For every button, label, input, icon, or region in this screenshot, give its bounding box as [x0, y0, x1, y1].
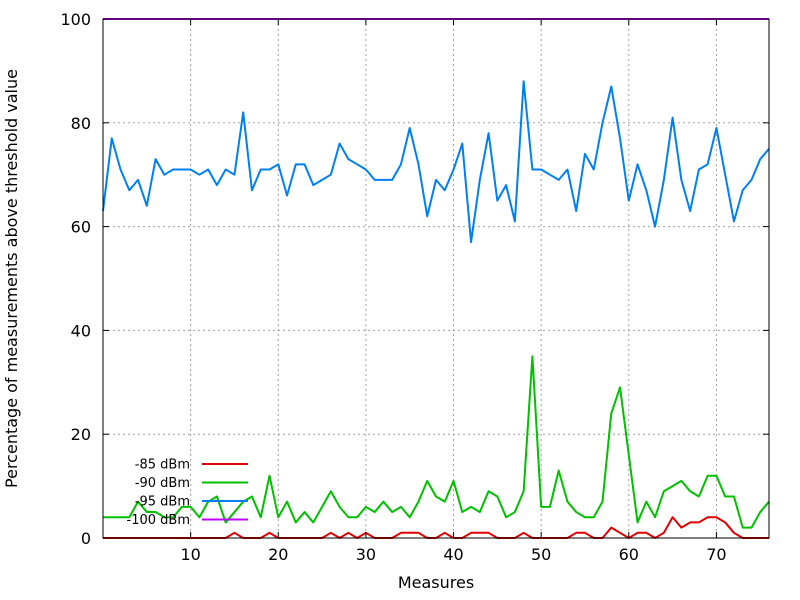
y-tick-label: 80 [71, 114, 91, 133]
y-tick-label: 40 [71, 321, 91, 340]
x-tick-label: 30 [356, 545, 376, 564]
series-lines [102, 18, 770, 539]
y-tick-label: 20 [71, 425, 91, 444]
y-tick-label: 60 [71, 218, 91, 237]
x-tick-label: 40 [443, 545, 463, 564]
series-line-2 [103, 355, 770, 529]
legend-label: -85 dBm [135, 458, 190, 473]
axis-ticks: 10 20 30 40 50 60 70 0 20 40 60 80 100 [60, 10, 769, 564]
legend: -85 dBm -90 dBm -95 dBm -100 dBm [127, 458, 248, 528]
y-tick-label: 0 [81, 529, 91, 548]
legend-label: -90 dBm [135, 476, 190, 491]
grid-lines [103, 19, 769, 538]
x-axis-title: Measures [398, 573, 474, 592]
series-line-3 [102, 80, 770, 244]
legend-label: -100 dBm [127, 513, 190, 528]
legend-label: -95 dBm [135, 495, 190, 510]
x-tick-label: 50 [531, 545, 551, 564]
x-tick-label: 10 [180, 545, 200, 564]
x-tick-label: 70 [706, 545, 726, 564]
y-tick-label: 100 [60, 10, 91, 29]
y-axis-title: Percentage of measurements above thresho… [2, 69, 21, 488]
x-tick-label: 20 [268, 545, 288, 564]
x-tick-label: 60 [619, 545, 639, 564]
plot-frame [102, 18, 770, 539]
